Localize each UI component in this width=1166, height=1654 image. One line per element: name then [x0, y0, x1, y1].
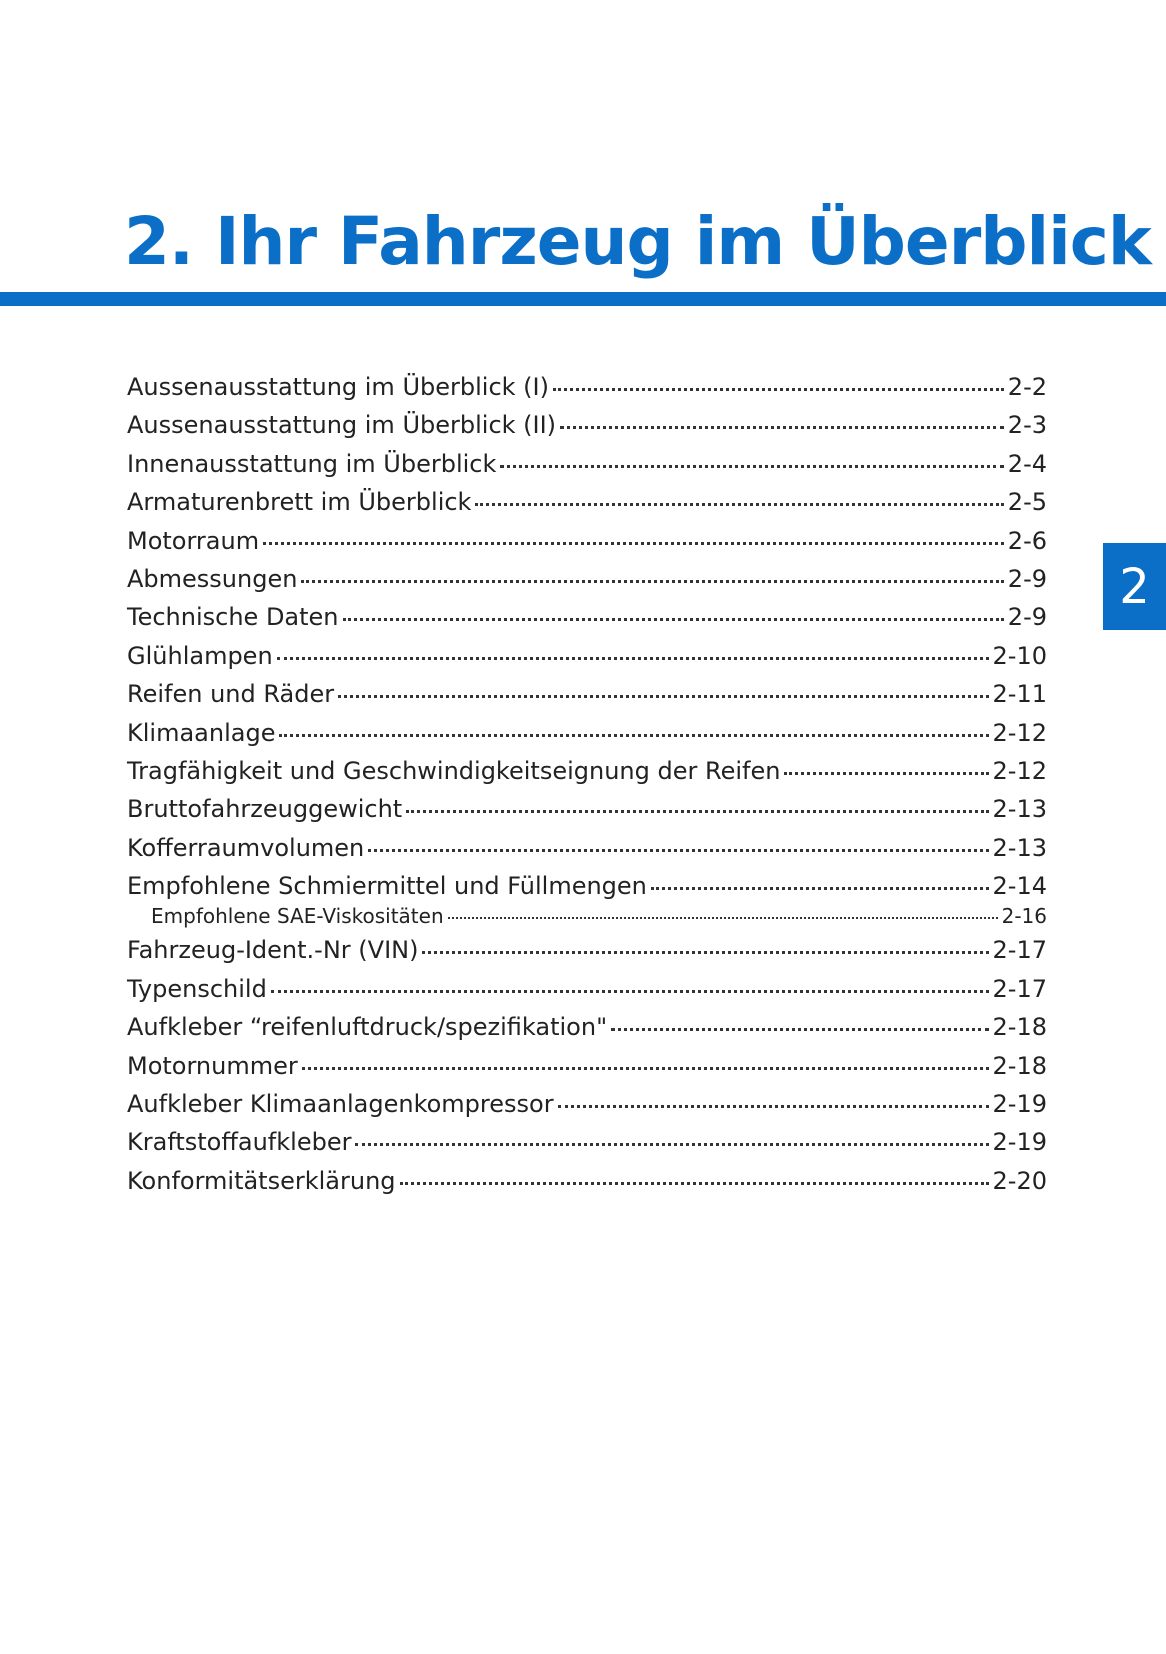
dot-leader [422, 951, 989, 955]
toc-entry: Aufkleber “reifenluftdruck/spezifikation… [127, 1013, 1047, 1051]
title-rule [0, 292, 1166, 306]
entry-title: Aufkleber Klimaanlagenkompressor [127, 1090, 554, 1119]
entry-title: Konformitätserklärung [127, 1166, 396, 1195]
page-number: 2-20 [992, 1166, 1047, 1195]
entry-title: Armaturenbrett im Überblick [127, 488, 472, 517]
toc-entry: Innenausstattung im Überblick 2-4 [127, 450, 1047, 488]
toc-entry: Motorraum 2-6 [127, 527, 1047, 565]
entry-title: Tragfähigkeit und Geschwindigkeitseignun… [127, 756, 781, 785]
entry-title: Motorraum [127, 526, 260, 555]
toc-entry: Armaturenbrett im Überblick 2-5 [127, 488, 1047, 526]
entry-title: Aussenausstattung im Überblick (II) [127, 411, 557, 440]
toc-entry: Aussenausstattung im Überblick (II) 2-3 [127, 411, 1047, 449]
entry-title: Empfohlene SAE-Viskositäten [151, 904, 444, 929]
dot-leader [301, 1066, 989, 1070]
entry-title: Motornummer [127, 1051, 298, 1080]
dot-leader [611, 1028, 989, 1032]
toc-entry: Glühlampen 2-10 [127, 642, 1047, 680]
page-number: 2-17 [992, 974, 1047, 1003]
dot-leader [784, 771, 989, 775]
dot-leader [368, 848, 989, 852]
dot-leader [338, 695, 989, 699]
entry-title: Empfohlene Schmiermittel und Füllmengen [127, 872, 647, 901]
page-number: 2-10 [992, 641, 1047, 670]
toc-entry: Bruttofahrzeuggewicht 2-13 [127, 795, 1047, 833]
toc-entry: Motornummer 2-18 [127, 1052, 1047, 1090]
page-number: 2-14 [992, 872, 1047, 901]
page-number: 2-18 [992, 1051, 1047, 1080]
entry-title: Aussenausstattung im Überblick (I) [127, 373, 549, 401]
toc-entry: Tragfähigkeit und Geschwindigkeitseignun… [127, 757, 1047, 795]
page-number: 2-5 [1007, 488, 1047, 517]
page-number: 2-9 [1007, 564, 1047, 593]
page-number: 2-3 [1007, 411, 1047, 440]
entry-title: Innenausstattung im Überblick [127, 449, 497, 478]
table-of-contents: Aussenausstattung im Überblick (I) 2-2 Aus… [127, 373, 1047, 1205]
page-number: 2-18 [992, 1013, 1047, 1042]
page-number: 2-12 [992, 756, 1047, 785]
dot-leader [342, 618, 1004, 622]
toc-entry: Reifen und Räder 2-11 [127, 680, 1047, 718]
dot-leader [270, 989, 989, 993]
toc-entry: Klimaanlage 2-12 [127, 719, 1047, 757]
dot-leader [279, 733, 989, 737]
page-number: 2-19 [992, 1128, 1047, 1157]
dot-leader [650, 887, 989, 891]
entry-title: Reifen und Räder [127, 680, 335, 709]
page-number: 2-12 [992, 718, 1047, 747]
toc-entry: Technische Daten 2-9 [127, 603, 1047, 641]
entry-title: Typenschild [127, 974, 267, 1003]
toc-entry: Konformitätserklärung 2-20 [127, 1167, 1047, 1205]
page-number: 2-6 [1007, 526, 1047, 555]
dot-leader [399, 1181, 989, 1185]
page-number: 2-11 [992, 680, 1047, 709]
page-number: 2-2 [1007, 373, 1047, 401]
entry-title: Abmessungen [127, 564, 298, 593]
entry-title: Kofferraumvolumen [127, 833, 365, 862]
dot-leader [276, 656, 989, 660]
page-number: 2-17 [992, 936, 1047, 965]
dot-leader [475, 503, 1004, 507]
page-number: 2-19 [992, 1090, 1047, 1119]
dot-leader [355, 1143, 989, 1147]
entry-title: Glühlampen [127, 641, 273, 670]
toc-entry: Typenschild 2-17 [127, 975, 1047, 1013]
page-number: 2-13 [992, 795, 1047, 824]
dot-leader [263, 541, 1004, 545]
entry-title: Bruttofahrzeuggewicht [127, 795, 403, 824]
dot-leader [560, 426, 1004, 430]
page-number: 2-9 [1007, 603, 1047, 632]
toc-entry: Empfohlene Schmiermittel und Füllmengen 2… [127, 872, 1047, 910]
chapter-title: 2. Ihr Fahrzeug im Überblick [124, 203, 1152, 280]
chapter-tab: 2 [1103, 543, 1166, 630]
toc-entry: Kofferraumvolumen 2-13 [127, 834, 1047, 872]
toc-entry: Aufkleber Klimaanlagenkompressor 2-19 [127, 1090, 1047, 1128]
dot-leader [552, 388, 1004, 391]
toc-entry: Fahrzeug-Ident.-Nr (VIN) 2-17 [127, 936, 1047, 974]
entry-title: Kraftstoffaufkleber [127, 1128, 352, 1157]
page-number: 2-13 [992, 833, 1047, 862]
toc-entry: Kraftstoffaufkleber 2-19 [127, 1128, 1047, 1166]
dot-leader [500, 464, 1004, 468]
page-number: 2-4 [1007, 449, 1047, 478]
dot-leader [447, 917, 998, 920]
toc-entry: Aussenausstattung im Überblick (I) 2-2 [127, 373, 1047, 411]
page-number: 2-16 [1001, 904, 1047, 929]
toc-subentry: Empfohlene SAE-Viskositäten 2-16 [127, 904, 1047, 932]
dot-leader [406, 810, 989, 814]
entry-title: Klimaanlage [127, 718, 276, 747]
dot-leader [301, 579, 1004, 583]
entry-title: Fahrzeug-Ident.-Nr (VIN) [127, 936, 419, 965]
entry-title: Aufkleber “reifenluftdruck/spezifikation… [127, 1013, 608, 1042]
entry-title: Technische Daten [127, 603, 339, 632]
dot-leader [557, 1105, 989, 1109]
toc-entry: Abmessungen 2-9 [127, 565, 1047, 603]
